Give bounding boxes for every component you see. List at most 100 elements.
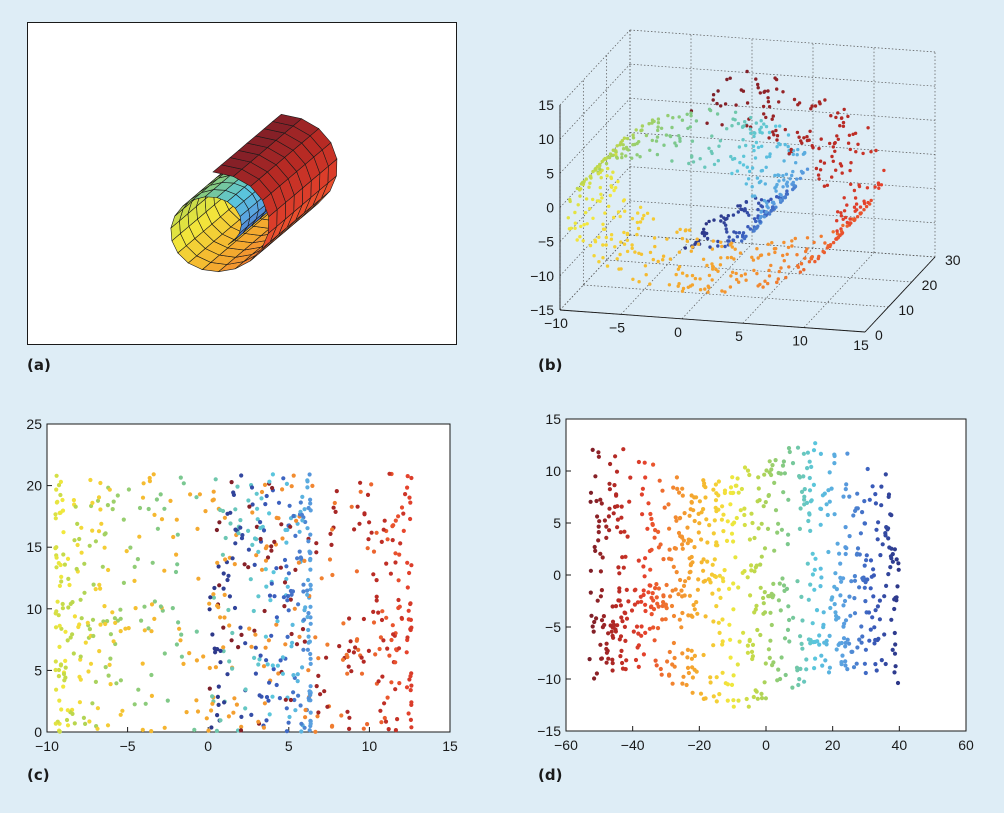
data-point xyxy=(408,688,413,693)
plot-area xyxy=(565,418,967,732)
data-point xyxy=(649,595,654,600)
data-point xyxy=(292,606,297,611)
data-point xyxy=(154,497,159,502)
data-point xyxy=(810,104,814,108)
x-tick-label: 5 xyxy=(285,738,293,754)
data-point xyxy=(135,557,140,562)
data-point xyxy=(835,232,840,236)
data-point xyxy=(175,562,180,567)
data-point xyxy=(238,525,243,530)
data-point xyxy=(805,561,810,566)
data-point xyxy=(88,477,93,483)
data-point xyxy=(750,656,755,662)
data-point xyxy=(152,512,157,517)
data-point xyxy=(610,657,615,662)
data-point xyxy=(795,130,800,135)
data-point xyxy=(196,576,201,581)
data-point xyxy=(840,231,845,235)
data-point xyxy=(866,200,870,205)
data-point xyxy=(585,222,589,226)
data-point xyxy=(713,574,718,579)
data-point xyxy=(90,617,96,622)
data-point xyxy=(295,556,300,561)
data-point xyxy=(346,648,352,653)
data-point xyxy=(827,470,832,475)
data-point xyxy=(878,553,883,558)
data-point xyxy=(829,486,834,491)
data-point xyxy=(314,684,319,689)
data-point xyxy=(54,487,59,492)
data-point xyxy=(305,647,310,652)
data-point xyxy=(767,212,772,216)
data-point xyxy=(81,715,86,720)
data-point xyxy=(396,597,401,603)
data-point xyxy=(729,531,735,536)
data-point xyxy=(741,138,745,142)
data-point xyxy=(819,575,824,580)
data-point xyxy=(305,592,310,597)
data-point xyxy=(659,672,664,677)
grid-line xyxy=(606,259,912,283)
data-point xyxy=(141,481,146,486)
data-point xyxy=(221,649,226,654)
data-point xyxy=(57,644,62,649)
data-point xyxy=(369,482,374,487)
data-point xyxy=(774,124,778,128)
data-point xyxy=(253,632,258,637)
data-point xyxy=(728,490,733,495)
data-point xyxy=(306,539,311,544)
data-point xyxy=(795,153,799,157)
data-point xyxy=(679,588,684,593)
data-point xyxy=(379,720,384,725)
data-point xyxy=(797,101,802,105)
data-point xyxy=(124,549,129,554)
x-tick-label: 10 xyxy=(362,738,378,754)
data-point xyxy=(755,271,759,276)
data-point xyxy=(573,226,577,230)
data-point xyxy=(654,663,659,668)
data-point xyxy=(648,605,654,610)
data-point xyxy=(274,682,279,688)
data-point xyxy=(742,465,748,470)
data-point xyxy=(284,576,289,582)
data-point xyxy=(233,507,238,512)
data-point xyxy=(97,582,102,587)
data-point xyxy=(299,556,304,561)
data-point xyxy=(290,589,295,594)
data-point xyxy=(777,141,781,146)
data-point xyxy=(892,630,897,636)
data-point xyxy=(853,209,857,213)
data-point xyxy=(771,114,775,118)
data-point xyxy=(711,239,715,243)
data-point xyxy=(736,698,741,703)
data-point xyxy=(239,632,244,637)
data-point xyxy=(823,98,827,102)
data-point xyxy=(832,602,837,607)
data-point xyxy=(775,530,780,535)
data-point xyxy=(843,525,848,530)
data-point xyxy=(809,107,813,111)
data-point xyxy=(701,652,706,658)
data-point xyxy=(655,626,661,631)
data-point xyxy=(688,569,693,574)
data-point xyxy=(818,102,822,106)
data-point xyxy=(701,696,706,701)
data-point xyxy=(61,530,66,535)
data-point xyxy=(617,589,622,594)
data-point xyxy=(850,649,855,654)
data-point xyxy=(118,629,123,634)
data-point xyxy=(615,144,619,148)
data-point xyxy=(713,505,718,510)
data-point xyxy=(847,641,852,646)
data-point xyxy=(681,583,687,588)
data-point xyxy=(725,682,730,687)
data-point xyxy=(804,667,809,672)
data-point xyxy=(606,631,611,636)
data-point xyxy=(108,656,113,661)
data-point xyxy=(726,214,730,218)
data-point xyxy=(306,696,311,701)
data-point xyxy=(734,231,738,235)
data-point xyxy=(728,285,733,289)
data-point xyxy=(646,590,651,595)
data-point xyxy=(206,728,211,733)
